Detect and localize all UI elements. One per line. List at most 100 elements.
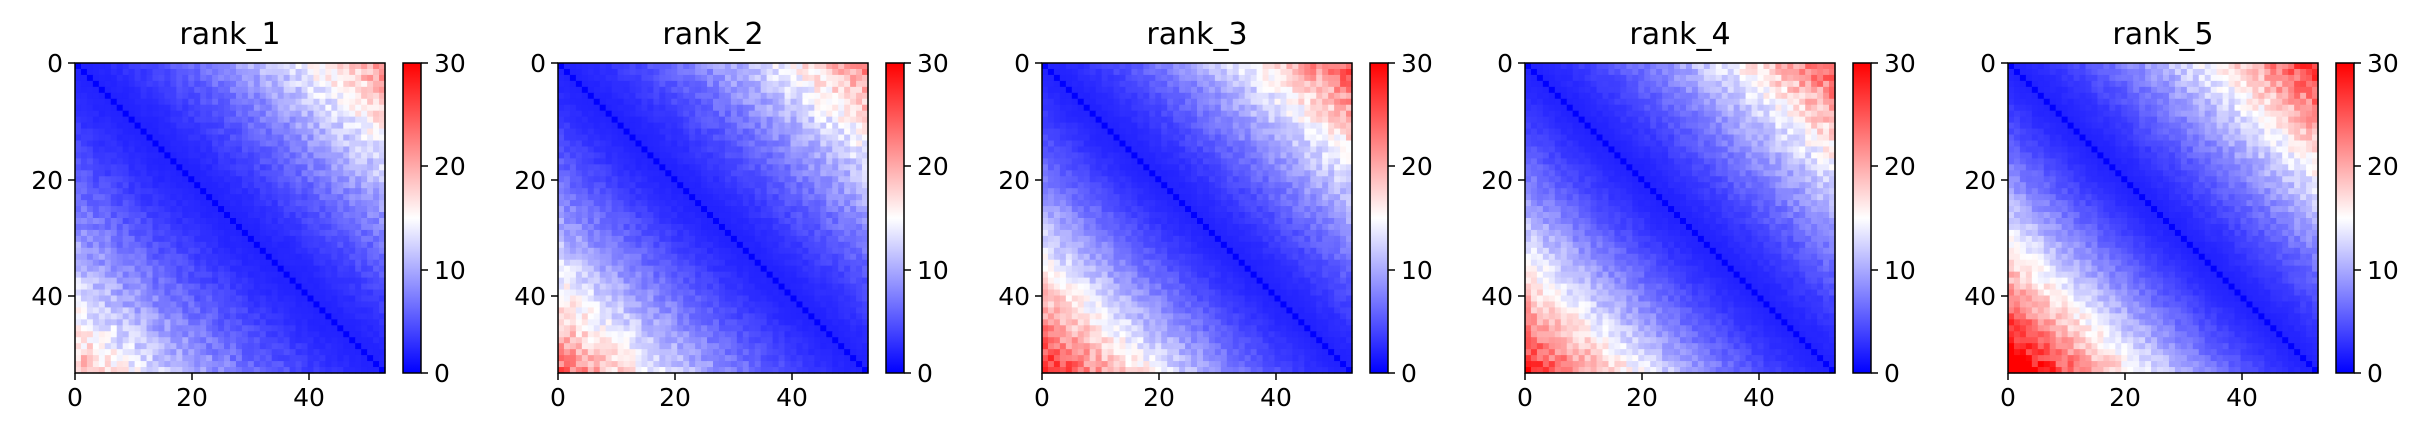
heatmap-cell <box>349 343 356 350</box>
heatmap-cell <box>152 331 160 338</box>
heatmap-cell <box>289 170 297 177</box>
heatmap-cell <box>611 212 619 219</box>
heatmap-cell <box>730 223 738 231</box>
heatmap-cell <box>838 104 845 112</box>
heatmap-cell <box>164 313 171 320</box>
heatmap-cell <box>802 301 809 309</box>
heatmap-cell <box>623 301 631 309</box>
heatmap-cell <box>313 277 321 285</box>
heatmap-cell <box>575 98 583 106</box>
heatmap-cell <box>796 206 804 213</box>
heatmap-cell <box>665 206 672 213</box>
heatmap-cell <box>182 367 189 374</box>
heatmap-cell <box>689 92 696 100</box>
heatmap-cell <box>373 188 380 195</box>
heatmap-cell <box>307 343 315 350</box>
heatmap-cell <box>736 271 744 279</box>
heatmap-cell <box>820 194 827 201</box>
heatmap-cell <box>122 98 130 106</box>
heatmap-cell <box>832 247 839 255</box>
heatmap-cell <box>760 164 768 171</box>
heatmap-cell <box>558 241 565 249</box>
heatmap-cell <box>146 104 154 112</box>
heatmap-cell <box>826 307 833 314</box>
heatmap-cell <box>802 74 809 82</box>
heatmap-cell <box>241 212 249 219</box>
heatmap-cell <box>337 158 344 165</box>
heatmap-cell <box>247 188 255 195</box>
heatmap-cell <box>593 116 601 124</box>
heatmap-cell <box>277 259 285 267</box>
heatmap-cell <box>647 235 654 243</box>
heatmap-cell <box>575 128 583 136</box>
heatmap-cell <box>152 265 160 273</box>
heatmap-cell <box>850 235 857 243</box>
heatmap-cell <box>820 206 827 213</box>
heatmap-cell <box>701 241 708 249</box>
heatmap-cell <box>701 229 708 237</box>
heatmap-cell <box>331 319 338 326</box>
heatmap-cell <box>235 98 243 106</box>
heatmap-cell <box>635 74 643 82</box>
heatmap-cell <box>748 140 756 148</box>
heatmap-cell <box>289 140 297 148</box>
heatmap-cell <box>844 176 851 183</box>
heatmap-cell <box>713 200 720 207</box>
heatmap-cell <box>92 331 100 338</box>
heatmap-cell <box>671 235 678 243</box>
heatmap-cell <box>635 313 643 320</box>
heatmap-cell <box>188 343 195 350</box>
heatmap-cell <box>575 122 583 130</box>
heatmap-cell <box>307 271 315 279</box>
heatmap-cell <box>75 176 82 183</box>
heatmap-cell <box>814 134 821 142</box>
heatmap-cell <box>307 218 315 225</box>
heatmap-cell <box>182 235 189 243</box>
heatmap-cell <box>176 68 183 76</box>
heatmap-cell <box>235 158 243 165</box>
heatmap-cell <box>176 134 183 142</box>
heatmap-cell <box>778 313 786 320</box>
heatmap-cell <box>635 295 643 303</box>
heatmap-cell <box>176 337 183 344</box>
heatmap-cell <box>838 182 845 189</box>
heatmap-cell <box>188 74 195 82</box>
heatmap-cell <box>862 265 869 273</box>
heatmap-cell <box>98 92 106 100</box>
heatmap-cell <box>653 116 660 124</box>
heatmap-cell <box>182 241 189 249</box>
heatmap-cell <box>259 319 267 326</box>
heatmap-cell <box>176 325 183 332</box>
heatmap-cell <box>635 140 643 148</box>
heatmap-cell <box>337 86 344 94</box>
heatmap-cell <box>152 188 160 195</box>
heatmap-cell <box>343 307 350 314</box>
heatmap-cell <box>122 283 130 291</box>
heatmap-cell <box>593 259 601 267</box>
heatmap-cell <box>736 116 744 124</box>
heatmap-cell <box>182 164 189 171</box>
heatmap-cell <box>283 194 291 201</box>
heatmap-cell <box>206 265 213 273</box>
heatmap-cell <box>349 86 356 94</box>
heatmap-cell <box>325 229 332 237</box>
heatmap-cell <box>665 283 672 291</box>
heatmap-cell <box>707 164 714 171</box>
heatmap-cell <box>611 164 619 171</box>
heatmap-cell <box>146 158 154 165</box>
heatmap-cell <box>361 325 368 332</box>
heatmap-cell <box>742 313 750 320</box>
heatmap-cell <box>224 241 231 249</box>
heatmap-cell <box>820 74 827 82</box>
heatmap-cell <box>122 116 130 124</box>
heatmap-cell <box>671 140 678 148</box>
heatmap-cell <box>611 247 619 255</box>
heatmap-cell <box>730 307 738 314</box>
heatmap-cell <box>832 80 839 88</box>
heatmap-cell <box>218 331 225 338</box>
heatmap-cell <box>235 313 243 320</box>
heatmap-cell <box>862 259 869 267</box>
heatmap-cell <box>224 182 231 189</box>
heatmap-cell <box>718 194 726 201</box>
